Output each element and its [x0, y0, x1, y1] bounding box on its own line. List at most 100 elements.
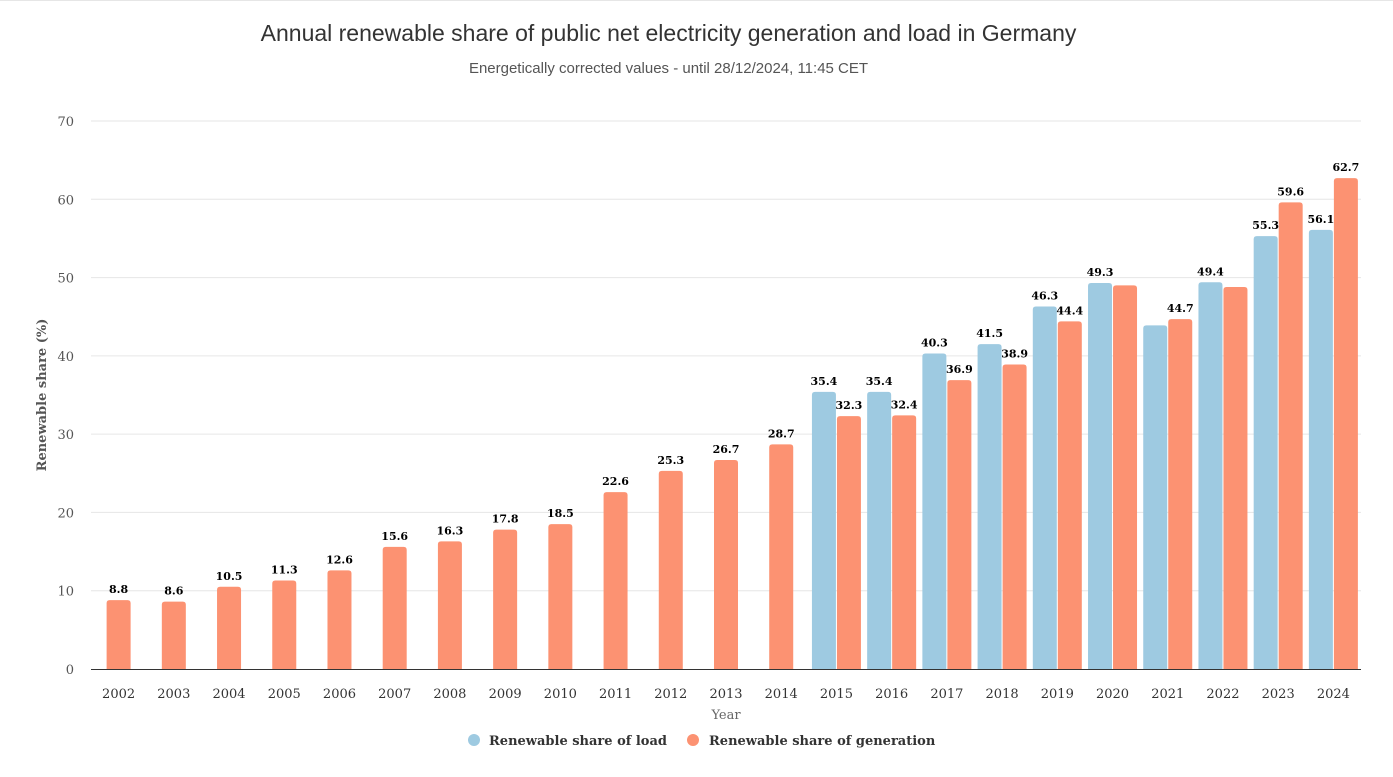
data-label-load-2022: 49.4	[1197, 265, 1224, 278]
data-label-load-2018: 41.5	[976, 327, 1003, 340]
bar-generation-2002[interactable]	[106, 600, 131, 669]
x-tick-label: 2014	[765, 687, 798, 702]
bar-load-2017[interactable]	[922, 353, 947, 669]
data-label-load-2020: 49.3	[1087, 266, 1114, 279]
x-tick-label: 2024	[1317, 687, 1350, 702]
bar-load-2022[interactable]	[1198, 282, 1223, 669]
data-label-generation-2015: 32.3	[836, 399, 863, 412]
y-tick-label: 10	[57, 585, 74, 600]
bar-generation-2011[interactable]	[603, 492, 628, 669]
y-tick-label: 0	[66, 663, 74, 678]
x-tick-label: 2008	[433, 687, 466, 702]
chart-title: Annual renewable share of public net ele…	[260, 20, 1077, 46]
bar-load-2023[interactable]	[1253, 236, 1278, 669]
bar-generation-2008[interactable]	[437, 541, 462, 669]
data-label-generation-2010: 18.5	[547, 507, 574, 520]
x-tick-label: 2013	[709, 687, 742, 702]
legend-label-load: Renewable share of load	[489, 734, 667, 749]
data-label-generation-2021: 44.7	[1167, 302, 1194, 315]
data-label-generation-2006: 12.6	[326, 553, 353, 566]
x-axis-ticks: 2002 2003 2004 2005 2006 2007 2008 2009 2010 2011…	[102, 687, 1350, 702]
legend-marker-load	[468, 734, 480, 746]
x-tick-label: 2004	[212, 687, 245, 702]
bar-generation-2017[interactable]	[947, 380, 972, 669]
x-tick-label: 2003	[157, 687, 190, 702]
y-tick-label: 30	[57, 428, 74, 443]
y-tick-label: 20	[57, 506, 74, 521]
bar-generation-2006[interactable]	[327, 570, 352, 669]
bar-load-2015[interactable]	[811, 391, 836, 669]
data-label-generation-2016: 32.4	[891, 398, 918, 411]
x-tick-label: 2018	[986, 687, 1019, 702]
bar-generation-2022[interactable]	[1223, 286, 1248, 669]
bar-generation-2009[interactable]	[493, 529, 518, 669]
data-label-generation-2008: 16.3	[437, 524, 464, 537]
legend-label-generation: Renewable share of generation	[709, 734, 936, 749]
x-tick-label: 2015	[820, 687, 853, 702]
data-label-generation-2017: 36.9	[946, 363, 973, 376]
bar-generation-2015[interactable]	[836, 416, 861, 669]
data-label-generation-2005: 11.3	[271, 564, 298, 577]
bar-generation-2018[interactable]	[1002, 364, 1027, 669]
legend-item-load[interactable]: Renewable share of load	[468, 734, 667, 749]
bar-generation-2023[interactable]	[1278, 202, 1303, 669]
x-tick-label: 2005	[268, 687, 301, 702]
x-tick-label: 2016	[875, 687, 908, 702]
y-axis-label: Renewable share (%)	[35, 319, 50, 472]
data-label-generation-2024: 62.7	[1332, 161, 1359, 174]
y-tick-label: 50	[57, 272, 74, 287]
x-axis-label: Year	[710, 708, 741, 723]
bar-generation-2003[interactable]	[161, 601, 186, 669]
data-label-generation-2009: 17.8	[492, 513, 519, 526]
bar-generation-2021[interactable]	[1168, 319, 1193, 669]
bar-generation-2024[interactable]	[1333, 178, 1358, 670]
bar-load-2019[interactable]	[1032, 306, 1057, 669]
x-tick-label: 2019	[1041, 687, 1074, 702]
data-labels: 8.8 8.6 10.5 11.3 12.6 15.6 16.3 17.8 18.5 22.6 25…	[109, 161, 1359, 598]
bar-generation-2005[interactable]	[272, 580, 297, 669]
bar-generation-2014[interactable]	[769, 444, 794, 669]
data-label-generation-2012: 25.3	[657, 454, 684, 467]
bar-generation-2007[interactable]	[382, 546, 407, 669]
data-label-load-2015: 35.4	[811, 375, 838, 388]
bar-generation-2012[interactable]	[658, 470, 683, 669]
y-axis-ticks: 0 10 20 30 40 50 60 70	[57, 115, 74, 678]
x-tick-label: 2006	[323, 687, 356, 702]
bar-load-2018[interactable]	[977, 344, 1002, 669]
legend-marker-generation	[687, 734, 699, 746]
x-tick-label: 2007	[378, 687, 411, 702]
x-tick-label: 2022	[1206, 687, 1239, 702]
bar-load-2024[interactable]	[1308, 229, 1333, 669]
x-tick-label: 2011	[599, 687, 632, 702]
bar-load-2021[interactable]	[1143, 325, 1168, 669]
bar-generation-2004[interactable]	[217, 586, 242, 669]
bar-generation-2020[interactable]	[1113, 285, 1138, 669]
bar-load-2020[interactable]	[1088, 283, 1113, 669]
data-label-load-2023: 55.3	[1252, 219, 1279, 232]
data-label-generation-2011: 22.6	[602, 475, 629, 488]
x-tick-label: 2010	[544, 687, 577, 702]
data-label-generation-2014: 28.7	[768, 427, 795, 440]
data-label-generation-2007: 15.6	[381, 530, 408, 543]
data-label-generation-2004: 10.5	[216, 570, 243, 583]
y-tick-label: 40	[57, 350, 74, 365]
legend: Renewable share of load Renewable share …	[468, 734, 936, 749]
bar-generation-2010[interactable]	[548, 524, 573, 669]
x-tick-label: 2009	[489, 687, 522, 702]
data-label-load-2016: 35.4	[866, 375, 893, 388]
data-label-generation-2013: 26.7	[713, 443, 740, 456]
bar-generation-2019[interactable]	[1057, 321, 1082, 669]
bar-load-2016[interactable]	[867, 391, 892, 669]
data-label-generation-2003: 8.6	[164, 585, 183, 598]
bar-generation-2013[interactable]	[714, 459, 738, 669]
legend-item-generation[interactable]: Renewable share of generation	[687, 734, 936, 749]
data-label-generation-2002: 8.8	[109, 583, 128, 596]
chart-subtitle: Energetically corrected values - until 2…	[468, 60, 869, 77]
x-tick-label: 2017	[930, 687, 963, 702]
data-label-load-2024: 56.1	[1307, 213, 1334, 226]
bar-generation-2016[interactable]	[892, 415, 917, 669]
x-tick-label: 2012	[654, 687, 687, 702]
x-tick-label: 2002	[102, 687, 135, 702]
